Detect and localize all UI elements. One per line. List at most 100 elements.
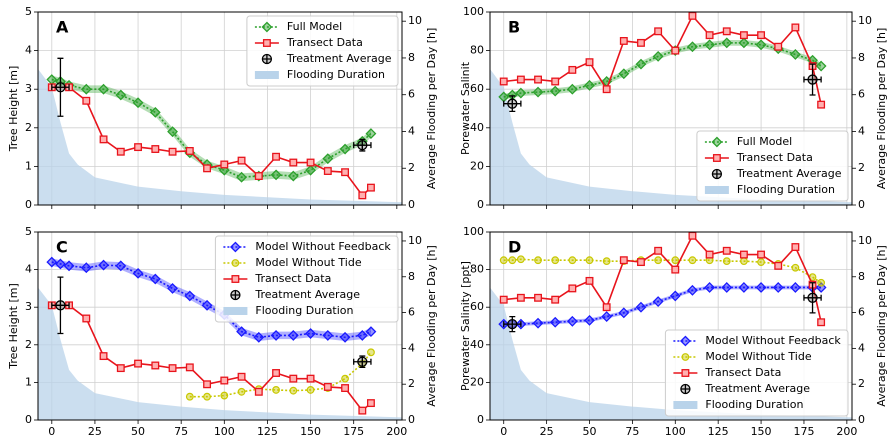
marker	[322, 329, 334, 341]
marker	[635, 58, 647, 70]
x-tick-label: 200	[386, 425, 407, 438]
y-tick-label: 3	[25, 300, 32, 313]
marker	[687, 41, 698, 53]
y-tick-label: 60	[470, 300, 484, 313]
legend-label: Treatment Average	[254, 288, 360, 301]
marker	[254, 172, 263, 180]
legend-label: Transect Data	[736, 151, 813, 164]
y-tick-label: 5	[25, 5, 32, 18]
x-tick-label: 175	[343, 425, 364, 438]
marker	[168, 147, 177, 156]
y-axis-label: Tree Height [m]	[7, 66, 20, 153]
marker	[671, 265, 680, 274]
marker	[722, 246, 731, 255]
marker	[551, 77, 560, 86]
y2-axis-label: Average Flooding per Day [h]	[425, 245, 438, 407]
marker	[134, 143, 143, 152]
marker	[99, 352, 108, 361]
frame	[489, 231, 853, 421]
marker	[619, 37, 628, 45]
marker	[305, 164, 316, 176]
y-tick-label: 1	[25, 375, 32, 388]
y2-tick-label: 6	[408, 306, 415, 319]
marker	[220, 160, 229, 169]
y-tick-label: 0	[25, 413, 32, 426]
marker	[254, 387, 263, 396]
marker	[116, 364, 125, 373]
y-tick-label: 2	[25, 121, 32, 134]
marker	[272, 152, 281, 161]
legend: Model Without Feedback Model Without Tide…	[214, 235, 399, 323]
marker	[322, 153, 334, 165]
y-tick-label: 4	[25, 263, 32, 276]
marker	[739, 31, 748, 40]
marker	[602, 85, 611, 94]
y-tick-label: 3	[25, 82, 32, 95]
marker	[151, 361, 160, 370]
legend-swatch	[254, 71, 279, 79]
marker	[63, 260, 75, 272]
y2-tick-label: 8	[408, 51, 415, 64]
marker	[585, 256, 594, 265]
y-tick-label: 100	[463, 225, 484, 238]
marker	[722, 257, 731, 266]
marker	[549, 85, 561, 97]
marker	[323, 382, 332, 391]
marker	[306, 374, 315, 383]
legend-label: Flooding Duration	[705, 398, 803, 411]
y-tick-label: 80	[470, 44, 484, 57]
marker	[671, 46, 680, 55]
marker	[705, 31, 714, 40]
marker	[270, 329, 282, 341]
marker	[231, 275, 240, 283]
marker	[167, 282, 178, 294]
marker	[566, 83, 578, 95]
marker-plus	[808, 75, 818, 85]
legend-label: Treatment Average	[286, 52, 392, 65]
marker	[357, 356, 368, 367]
marker	[237, 156, 246, 165]
y2-tick-label: 0	[858, 198, 865, 211]
x-tick-label: 0	[48, 425, 55, 438]
legend-label: Flooding Duration	[255, 304, 353, 317]
marker	[704, 282, 716, 293]
marker	[652, 50, 664, 62]
plot-area	[490, 232, 852, 420]
marker	[99, 135, 108, 144]
marker	[55, 82, 66, 93]
legend-label: Transect Data	[254, 272, 331, 285]
marker	[755, 282, 767, 293]
marker	[721, 282, 733, 293]
marker	[789, 49, 801, 60]
marker	[167, 126, 178, 138]
marker	[681, 369, 690, 377]
marker	[80, 83, 92, 95]
x-tick-label: 150	[751, 425, 772, 438]
x-tick-label: 125	[257, 425, 278, 438]
x-tick-label: 50	[583, 425, 597, 438]
y-tick-label: 5	[25, 225, 32, 238]
marker	[220, 376, 229, 385]
marker	[534, 75, 542, 84]
marker	[704, 39, 716, 51]
marker	[132, 267, 144, 279]
marker	[549, 316, 561, 328]
y-tick-label: 20	[470, 375, 484, 388]
y-axis-label: Porewater Salinit	[459, 61, 472, 155]
y2-axis-label: Average Flooding per Day [h]	[875, 245, 888, 407]
marker	[807, 74, 818, 85]
marker	[134, 359, 143, 368]
marker	[289, 386, 298, 395]
marker-plus	[507, 319, 517, 329]
flooding-area	[38, 287, 402, 420]
y-tick-label: 20	[470, 159, 484, 172]
y2-tick-label: 0	[858, 413, 865, 426]
marker	[305, 328, 316, 339]
marker	[585, 58, 594, 67]
panel-label: A	[56, 18, 69, 37]
marker	[185, 363, 194, 372]
y2-tick-label: 10	[408, 14, 422, 27]
marker	[551, 256, 560, 265]
marker	[566, 315, 578, 327]
marker	[366, 183, 375, 192]
